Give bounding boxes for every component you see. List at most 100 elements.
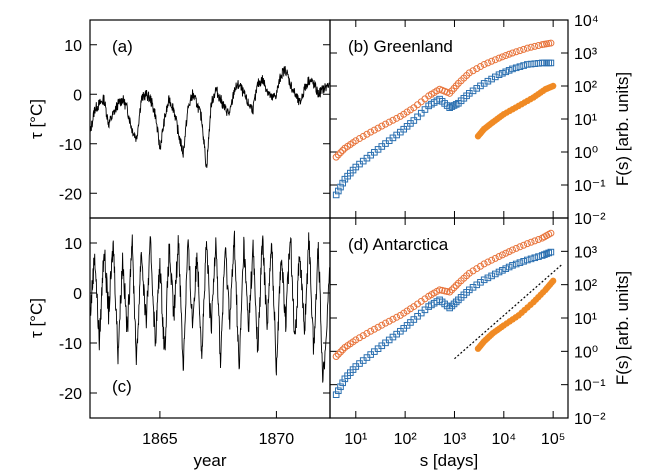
- data-point: [332, 391, 340, 399]
- data-point: [356, 135, 364, 143]
- panel-c-label: (c): [112, 377, 132, 396]
- data-point: [527, 255, 535, 263]
- data-point: [465, 269, 473, 277]
- log-y-tick-label: 10¹: [574, 311, 597, 328]
- data-point: [448, 103, 456, 110]
- data-point: [452, 298, 460, 306]
- data-point: [527, 43, 535, 51]
- series-open-circle: [332, 39, 555, 161]
- data-point: [469, 67, 477, 75]
- y-tick-label: -20: [59, 386, 82, 403]
- data-point: [370, 126, 378, 134]
- data-point: [531, 42, 539, 50]
- data-point: [359, 332, 367, 340]
- data-point: [367, 327, 375, 335]
- data-point: [484, 77, 492, 85]
- x-axis-title-year: year: [193, 451, 226, 470]
- data-point: [393, 313, 401, 321]
- data-point: [516, 259, 524, 266]
- data-point: [492, 73, 499, 81]
- data-point: [389, 116, 397, 124]
- data-point: [332, 352, 340, 360]
- series-filled-circle: [474, 82, 557, 140]
- data-point: [382, 319, 390, 327]
- data-point: [508, 246, 516, 254]
- data-point: [452, 101, 460, 108]
- data-point: [441, 287, 449, 295]
- y-tick-label: 10: [64, 38, 82, 55]
- data-point: [446, 304, 453, 312]
- data-point: [335, 187, 342, 195]
- log-y-tick-label: 10¹: [574, 112, 597, 129]
- data-point: [488, 272, 495, 280]
- data-point: [547, 248, 555, 256]
- data-point: [480, 276, 488, 284]
- data-point: [534, 235, 542, 243]
- data-point: [484, 59, 492, 67]
- data-point: [337, 383, 344, 391]
- data-point: [370, 325, 378, 333]
- data-point: [378, 321, 386, 329]
- data-point: [393, 114, 401, 122]
- log-y-tick-label: 10⁻¹: [574, 378, 606, 395]
- data-point: [505, 263, 513, 271]
- data-point: [502, 265, 510, 272]
- data-point: [512, 48, 520, 56]
- data-point: [417, 109, 425, 117]
- data-point: [450, 300, 458, 308]
- data-point: [495, 71, 503, 79]
- series-open-square: [332, 248, 555, 399]
- data-point: [545, 249, 553, 257]
- data-point: [332, 153, 340, 161]
- x-tick-label: 1865: [142, 431, 178, 448]
- data-point: [363, 329, 371, 337]
- data-point: [549, 82, 557, 90]
- data-point: [335, 387, 342, 395]
- data-point: [508, 49, 516, 57]
- log-y-tick-label: 10⁴: [574, 13, 599, 30]
- data-point: [359, 132, 367, 140]
- data-point: [334, 151, 342, 159]
- data-point: [382, 120, 390, 128]
- data-point: [448, 286, 456, 294]
- data-point: [385, 118, 393, 126]
- data-point: [523, 240, 531, 248]
- log-x-tick-label: 10²: [394, 431, 418, 448]
- series-open-circle: [332, 229, 555, 360]
- data-point: [450, 284, 458, 292]
- data-point: [443, 288, 451, 296]
- panel-d-label: (d) Antarctica: [348, 235, 449, 254]
- data-point: [516, 63, 524, 70]
- data-point: [520, 45, 528, 53]
- data-point: [547, 39, 555, 47]
- data-point: [385, 317, 393, 325]
- data-point: [547, 59, 555, 67]
- data-point: [499, 267, 506, 274]
- data-point: [488, 256, 496, 264]
- data-point: [484, 274, 492, 282]
- data-point: [505, 67, 513, 74]
- data-point: [334, 350, 342, 358]
- data-point: [421, 106, 429, 113]
- data-point: [473, 65, 481, 73]
- data-point: [480, 260, 488, 268]
- data-point: [488, 57, 496, 65]
- data-point: [531, 237, 539, 245]
- power-law-fit-line: [454, 264, 563, 360]
- data-point: [374, 124, 382, 132]
- data-point: [465, 69, 473, 77]
- data-point: [531, 254, 539, 262]
- data-point: [469, 267, 477, 275]
- data-point: [549, 277, 557, 285]
- data-point: [516, 243, 524, 251]
- log-y-tick-label: 10³: [574, 46, 598, 63]
- data-point: [436, 286, 444, 294]
- data-point: [524, 256, 531, 264]
- y-axis-title-b: F(s) [arb. units]: [613, 72, 632, 186]
- data-point: [476, 262, 484, 270]
- data-point: [538, 252, 546, 259]
- data-point: [446, 288, 454, 296]
- temperature-series-line: [89, 66, 330, 168]
- data-point: [337, 183, 344, 191]
